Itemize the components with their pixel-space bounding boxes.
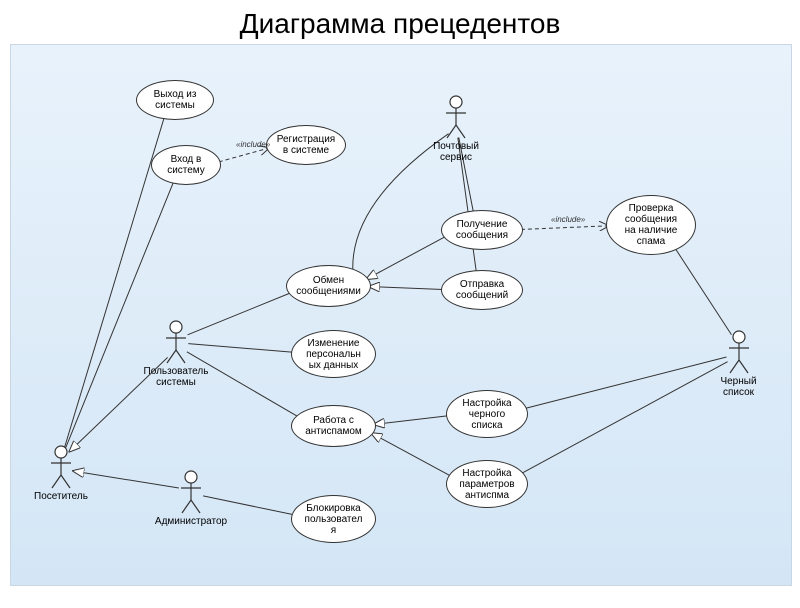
edge-label: «include»	[236, 140, 270, 149]
edge-visitor-logout	[65, 118, 164, 447]
edge-visitor-login	[66, 183, 174, 448]
usecase-login: Вход всистему	[151, 145, 221, 185]
usecase-personal: Изменениеперсональных данных	[291, 330, 376, 378]
edge-spam_set-antispam	[371, 433, 450, 476]
use-case-diagram: Посетитель Пользовательсистемы Администрат…	[10, 44, 792, 586]
actor-user: Пользовательсистемы	[141, 320, 211, 388]
usecase-logout: Выход изсистемы	[136, 80, 214, 120]
actor-blacklist: Черныйсписок	[711, 330, 766, 398]
usecase-label: Регистрацияв системе	[277, 134, 335, 156]
edge-recv-check	[521, 226, 608, 230]
edge-recv-exchange	[366, 237, 445, 280]
usecase-label: Изменениеперсональных данных	[306, 338, 361, 371]
actor-label: Администратор	[151, 516, 231, 527]
usecase-recv: Получениесообщения	[441, 210, 523, 250]
usecase-label: Отправкасообщений	[456, 279, 508, 301]
usecase-spam_set: Настройкапараметровантиспма	[446, 460, 528, 508]
edge-blacklist-blk_set	[525, 357, 727, 409]
actor-label: Черныйсписок	[711, 376, 766, 398]
edge-login-register	[219, 148, 269, 162]
usecase-label: Получениесообщения	[456, 219, 508, 241]
actor-admin: Администратор	[151, 470, 231, 527]
usecase-block: Блокировкапользователя	[291, 495, 376, 543]
edge-blk_set-antispam	[374, 416, 448, 425]
usecase-label: Блокировкапользователя	[305, 503, 363, 536]
edge-blacklist-spam_set	[521, 362, 727, 474]
edge-label: «include»	[551, 215, 585, 224]
usecase-send: Отправкасообщений	[441, 270, 523, 310]
usecase-label: Настройкапараметровантиспма	[459, 468, 514, 501]
actor-label: Посетитель	[31, 491, 91, 502]
usecase-label: Вход всистему	[167, 154, 205, 176]
edge-blacklist-check	[675, 248, 731, 334]
actor-mail: Почтовыйсервис	[426, 95, 486, 163]
actor-visitor: Посетитель	[31, 445, 91, 502]
usecase-blk_set: Настройкачерногосписка	[446, 390, 528, 438]
usecase-label: Проверкасообщенияна наличиеспама	[625, 203, 678, 247]
usecase-check: Проверкасообщенияна наличиеспама	[606, 195, 696, 255]
usecase-label: Выход изсистемы	[154, 89, 197, 111]
actor-label: Почтовыйсервис	[426, 141, 486, 163]
usecase-exchange: Обменсообщениями	[286, 265, 371, 307]
usecase-label: Обменсообщениями	[296, 275, 361, 297]
actor-label: Пользовательсистемы	[141, 366, 211, 388]
usecase-label: Работа сантиспамом	[305, 415, 362, 437]
usecase-antispam: Работа сантиспамом	[291, 405, 376, 447]
usecase-label: Настройкачерногосписка	[462, 398, 511, 431]
edge-layer	[11, 45, 791, 585]
page-title: Диаграмма прецедентов	[0, 8, 800, 40]
edge-send-exchange	[369, 287, 443, 290]
usecase-register: Регистрацияв системе	[266, 125, 346, 165]
